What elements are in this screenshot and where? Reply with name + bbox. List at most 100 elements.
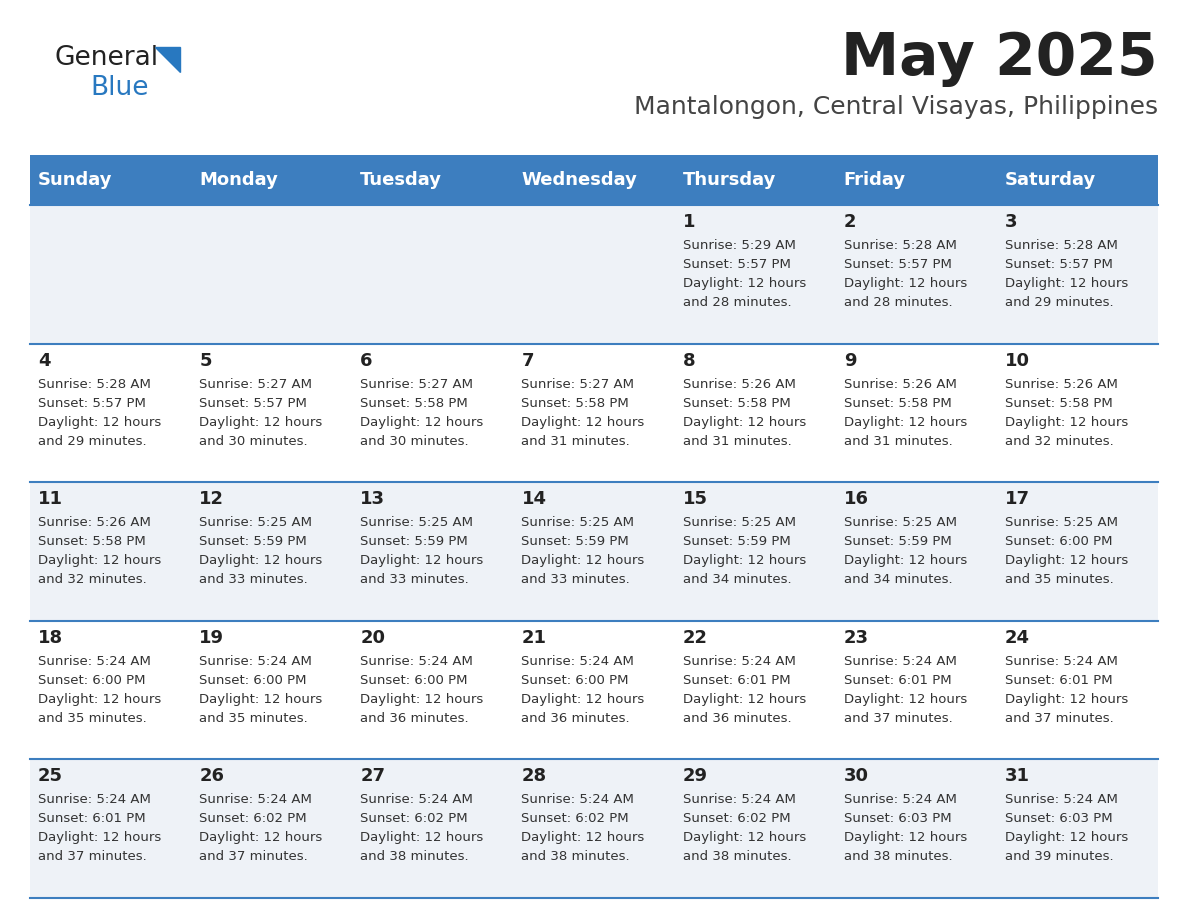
Text: Saturday: Saturday (1005, 171, 1097, 189)
Text: Daylight: 12 hours: Daylight: 12 hours (38, 416, 162, 429)
Text: 21: 21 (522, 629, 546, 647)
Text: and 38 minutes.: and 38 minutes. (522, 850, 630, 864)
Text: 10: 10 (1005, 352, 1030, 370)
Text: and 37 minutes.: and 37 minutes. (843, 711, 953, 725)
Text: Daylight: 12 hours: Daylight: 12 hours (38, 832, 162, 845)
Text: Thursday: Thursday (683, 171, 776, 189)
Text: 23: 23 (843, 629, 868, 647)
Text: Sunrise: 5:24 AM: Sunrise: 5:24 AM (843, 655, 956, 667)
Bar (191, 759, 353, 898)
Text: Sunset: 6:02 PM: Sunset: 6:02 PM (522, 812, 630, 825)
Text: Daylight: 12 hours: Daylight: 12 hours (843, 416, 967, 429)
Bar (835, 343, 997, 482)
Text: Daylight: 12 hours: Daylight: 12 hours (843, 277, 967, 290)
Text: 29: 29 (683, 767, 708, 786)
Text: 16: 16 (843, 490, 868, 509)
Bar (675, 482, 835, 621)
Text: Sunrise: 5:24 AM: Sunrise: 5:24 AM (200, 655, 312, 667)
Bar (835, 155, 997, 205)
Text: Daylight: 12 hours: Daylight: 12 hours (360, 832, 484, 845)
Bar (835, 621, 997, 759)
Text: 4: 4 (38, 352, 51, 370)
Text: Sunset: 6:02 PM: Sunset: 6:02 PM (683, 812, 790, 825)
Text: and 29 minutes.: and 29 minutes. (1005, 296, 1113, 309)
Text: Sunset: 6:00 PM: Sunset: 6:00 PM (38, 674, 146, 687)
Text: Sunset: 6:01 PM: Sunset: 6:01 PM (1005, 674, 1112, 687)
Text: Daylight: 12 hours: Daylight: 12 hours (683, 554, 805, 567)
Text: 13: 13 (360, 490, 385, 509)
Text: Sunset: 5:58 PM: Sunset: 5:58 PM (1005, 397, 1113, 409)
Text: Sunset: 5:59 PM: Sunset: 5:59 PM (843, 535, 952, 548)
Text: Sunrise: 5:24 AM: Sunrise: 5:24 AM (1005, 655, 1118, 667)
Bar (353, 205, 513, 343)
Bar (30, 205, 191, 343)
Text: 25: 25 (38, 767, 63, 786)
Text: Sunrise: 5:25 AM: Sunrise: 5:25 AM (683, 516, 796, 529)
Text: Monday: Monday (200, 171, 278, 189)
Bar (675, 621, 835, 759)
Text: Sunrise: 5:24 AM: Sunrise: 5:24 AM (38, 655, 151, 667)
Bar (675, 759, 835, 898)
Text: and 36 minutes.: and 36 minutes. (683, 711, 791, 725)
Text: and 37 minutes.: and 37 minutes. (200, 850, 308, 864)
Text: and 28 minutes.: and 28 minutes. (843, 296, 953, 309)
Text: and 28 minutes.: and 28 minutes. (683, 296, 791, 309)
Text: 27: 27 (360, 767, 385, 786)
Text: and 31 minutes.: and 31 minutes. (522, 434, 631, 448)
Text: Daylight: 12 hours: Daylight: 12 hours (522, 416, 645, 429)
Bar (191, 205, 353, 343)
Text: 31: 31 (1005, 767, 1030, 786)
Bar (997, 205, 1158, 343)
Text: 6: 6 (360, 352, 373, 370)
Bar (353, 155, 513, 205)
Polygon shape (154, 47, 181, 72)
Text: and 35 minutes.: and 35 minutes. (38, 711, 147, 725)
Text: Daylight: 12 hours: Daylight: 12 hours (522, 693, 645, 706)
Text: and 31 minutes.: and 31 minutes. (683, 434, 791, 448)
Bar (353, 621, 513, 759)
Text: Blue: Blue (90, 75, 148, 101)
Text: Sunset: 5:59 PM: Sunset: 5:59 PM (522, 535, 630, 548)
Text: Sunrise: 5:27 AM: Sunrise: 5:27 AM (200, 377, 312, 390)
Text: Sunset: 6:02 PM: Sunset: 6:02 PM (200, 812, 307, 825)
Text: Sunset: 6:00 PM: Sunset: 6:00 PM (200, 674, 307, 687)
Text: and 39 minutes.: and 39 minutes. (1005, 850, 1113, 864)
Bar (353, 759, 513, 898)
Text: Sunrise: 5:24 AM: Sunrise: 5:24 AM (683, 793, 796, 806)
Text: and 37 minutes.: and 37 minutes. (1005, 711, 1113, 725)
Text: Sunrise: 5:28 AM: Sunrise: 5:28 AM (843, 239, 956, 252)
Text: Sunrise: 5:25 AM: Sunrise: 5:25 AM (843, 516, 956, 529)
Text: Daylight: 12 hours: Daylight: 12 hours (522, 832, 645, 845)
Text: 11: 11 (38, 490, 63, 509)
Bar (997, 759, 1158, 898)
Text: Daylight: 12 hours: Daylight: 12 hours (38, 554, 162, 567)
Text: Sunrise: 5:24 AM: Sunrise: 5:24 AM (683, 655, 796, 667)
Text: Sunset: 6:01 PM: Sunset: 6:01 PM (843, 674, 952, 687)
Bar (353, 343, 513, 482)
Text: Daylight: 12 hours: Daylight: 12 hours (360, 554, 484, 567)
Text: Daylight: 12 hours: Daylight: 12 hours (1005, 554, 1129, 567)
Text: and 30 minutes.: and 30 minutes. (200, 434, 308, 448)
Text: and 38 minutes.: and 38 minutes. (683, 850, 791, 864)
Text: Daylight: 12 hours: Daylight: 12 hours (200, 554, 322, 567)
Text: and 34 minutes.: and 34 minutes. (843, 573, 953, 587)
Bar (30, 759, 191, 898)
Text: Sunrise: 5:26 AM: Sunrise: 5:26 AM (843, 377, 956, 390)
Text: Sunrise: 5:24 AM: Sunrise: 5:24 AM (200, 793, 312, 806)
Text: Sunset: 5:58 PM: Sunset: 5:58 PM (683, 397, 790, 409)
Bar (30, 482, 191, 621)
Text: Daylight: 12 hours: Daylight: 12 hours (843, 693, 967, 706)
Text: and 33 minutes.: and 33 minutes. (360, 573, 469, 587)
Text: and 35 minutes.: and 35 minutes. (1005, 573, 1113, 587)
Text: Sunset: 6:01 PM: Sunset: 6:01 PM (38, 812, 146, 825)
Text: Sunrise: 5:25 AM: Sunrise: 5:25 AM (200, 516, 312, 529)
Text: 3: 3 (1005, 213, 1017, 231)
Text: Sunrise: 5:24 AM: Sunrise: 5:24 AM (360, 793, 473, 806)
Text: Daylight: 12 hours: Daylight: 12 hours (683, 693, 805, 706)
Text: Tuesday: Tuesday (360, 171, 442, 189)
Text: 2: 2 (843, 213, 857, 231)
Text: Daylight: 12 hours: Daylight: 12 hours (200, 693, 322, 706)
Text: Sunset: 5:58 PM: Sunset: 5:58 PM (843, 397, 952, 409)
Text: and 33 minutes.: and 33 minutes. (522, 573, 631, 587)
Bar (30, 621, 191, 759)
